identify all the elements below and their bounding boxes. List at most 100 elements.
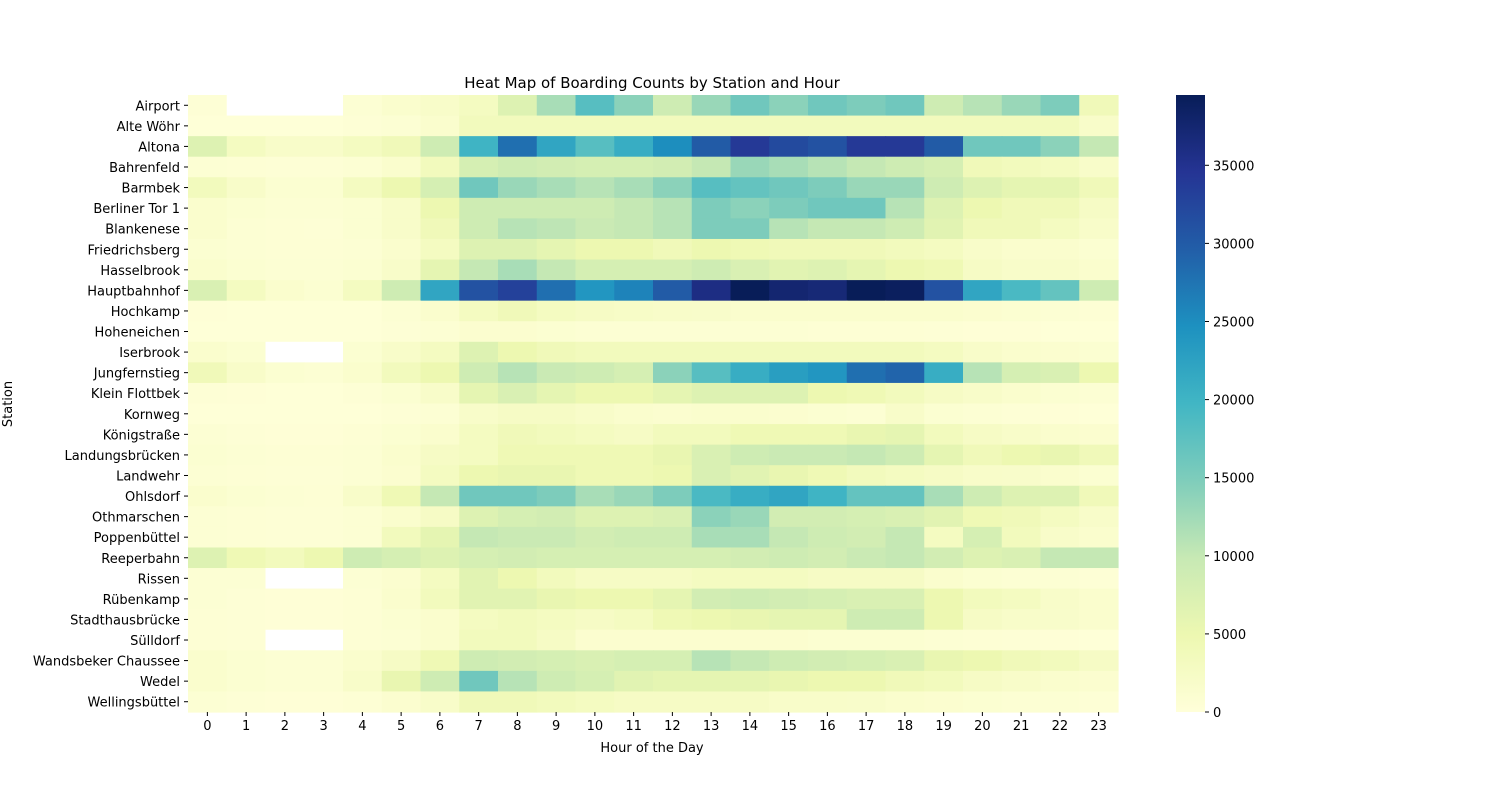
heatmap-cell <box>769 362 809 384</box>
heatmap-cell <box>1040 526 1080 549</box>
heatmap-cells <box>188 95 1119 713</box>
heatmap-cell <box>188 609 228 631</box>
heatmap-cell <box>614 259 654 281</box>
heatmap-cell <box>846 259 887 281</box>
heatmap-cell <box>304 650 344 672</box>
heatmap-cell <box>575 506 615 528</box>
y-tick-label: Klein Flottbek <box>91 387 181 402</box>
heatmap-cell <box>188 506 228 528</box>
heatmap-cell <box>808 609 848 631</box>
heatmap-cell <box>265 609 305 631</box>
heatmap-cell <box>1079 177 1119 199</box>
heatmap-cell <box>846 485 887 507</box>
heatmap-cell <box>653 547 693 569</box>
heatmap-cell <box>691 156 732 178</box>
heatmap-cell <box>459 177 499 199</box>
heatmap-cell <box>808 238 848 261</box>
heatmap-cell <box>420 691 460 713</box>
heatmap-cell <box>963 238 1003 261</box>
heatmap-cell <box>846 670 887 693</box>
heatmap-cell <box>1040 300 1080 322</box>
heatmap-cell <box>575 424 615 446</box>
heatmap-cell <box>691 136 732 158</box>
heatmap-cell <box>769 218 809 240</box>
heatmap-cell <box>343 629 383 651</box>
y-tick-label: Landwehr <box>116 469 181 484</box>
heatmap-cell <box>614 568 654 590</box>
heatmap-cell <box>846 465 887 487</box>
heatmap-cell <box>808 650 848 672</box>
heatmap-cell <box>1079 691 1119 713</box>
heatmap-cell <box>808 341 848 363</box>
heatmap-cell <box>536 95 577 117</box>
heatmap-cell <box>963 465 1003 487</box>
heatmap-cell <box>498 177 538 199</box>
heatmap-cell <box>265 506 305 528</box>
heatmap-cell <box>653 526 693 549</box>
heatmap-cell <box>963 588 1003 610</box>
heatmap-cell <box>691 465 732 487</box>
heatmap-cell <box>691 177 732 199</box>
heatmap-cell <box>420 424 460 446</box>
heatmap-cell <box>653 650 693 672</box>
heatmap-cell <box>691 321 732 343</box>
heatmap-cell <box>846 588 887 610</box>
heatmap-cell <box>769 115 809 137</box>
heatmap-cell <box>265 136 305 158</box>
heatmap-cell <box>691 403 732 425</box>
heatmap-cell <box>924 547 964 569</box>
heatmap-cell <box>691 218 732 240</box>
heatmap-cell <box>653 177 693 199</box>
heatmap-cell <box>343 115 383 137</box>
heatmap-cell <box>536 547 577 569</box>
heatmap-cell <box>614 609 654 631</box>
heatmap-cell <box>924 691 964 713</box>
heatmap-cell <box>575 95 615 117</box>
heatmap-cell <box>653 300 693 322</box>
heatmap-cell <box>226 259 267 281</box>
heatmap-cell <box>265 526 305 549</box>
heatmap-cell <box>575 670 615 693</box>
heatmap-cell <box>381 506 422 528</box>
heatmap-cell <box>1001 485 1042 507</box>
x-tick-label: 6 <box>436 719 444 734</box>
heatmap-cell <box>769 197 809 219</box>
heatmap-cell <box>1001 568 1042 590</box>
heatmap-cell <box>343 568 383 590</box>
heatmap-cell <box>265 691 305 713</box>
heatmap-cell <box>924 629 964 651</box>
heatmap-cell <box>808 259 848 281</box>
heatmap-cell <box>498 629 538 651</box>
colorbar-tick-label: 20000 <box>1213 394 1254 409</box>
heatmap-cell <box>846 136 887 158</box>
heatmap-cell <box>963 424 1003 446</box>
heatmap-cell <box>730 650 770 672</box>
heatmap-cell <box>614 238 654 261</box>
heatmap-cell <box>963 156 1003 178</box>
heatmap-cell <box>769 444 809 466</box>
heatmap-cell <box>1079 547 1119 569</box>
heatmap-cell <box>769 382 809 405</box>
heatmap-cell <box>924 238 964 261</box>
heatmap-cell <box>575 526 615 549</box>
heatmap-cell <box>381 218 422 240</box>
heatmap-cell <box>226 506 267 528</box>
heatmap-cell <box>614 280 654 302</box>
heatmap-cell <box>459 156 499 178</box>
heatmap-cell <box>343 588 383 610</box>
heatmap-cell <box>924 341 964 363</box>
heatmap-cell <box>885 136 925 158</box>
heatmap-cell <box>885 156 925 178</box>
heatmap-cell <box>614 300 654 322</box>
heatmap-cell <box>691 300 732 322</box>
colorbar-tick-label: 35000 <box>1213 159 1254 174</box>
heatmap-cell <box>730 382 770 405</box>
heatmap-cell <box>420 238 460 261</box>
heatmap-cell <box>1040 670 1080 693</box>
heatmap-cell <box>691 485 732 507</box>
heatmap-cell <box>924 526 964 549</box>
heatmap-cell <box>536 321 577 343</box>
y-tick-label: Iserbrook <box>119 346 180 361</box>
heatmap-cell <box>1001 444 1042 466</box>
heatmap-cell <box>1079 197 1119 219</box>
